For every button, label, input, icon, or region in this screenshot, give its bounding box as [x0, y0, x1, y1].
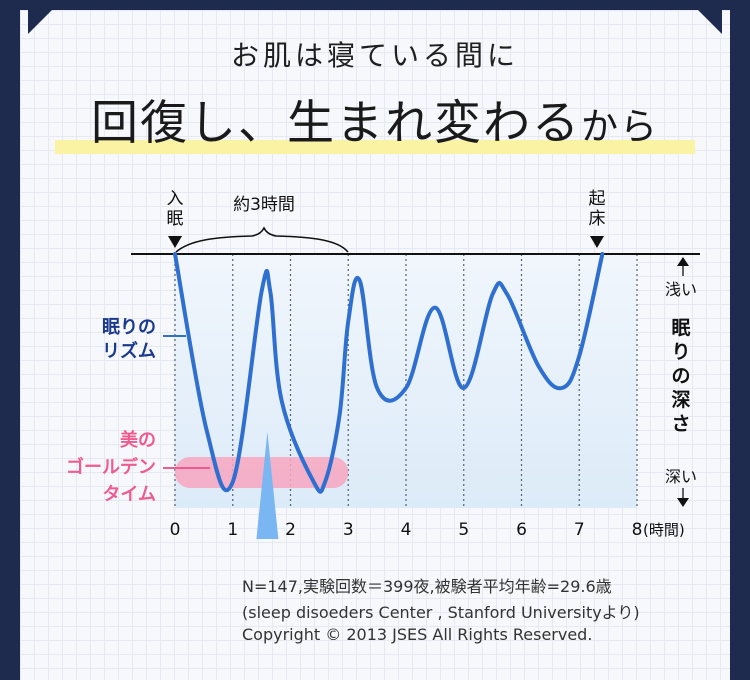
shallow-arrow-icon — [677, 257, 689, 266]
depth-label-char: 深 — [671, 388, 690, 411]
sleep-onset-label-2: 眠 — [167, 209, 184, 229]
wake-label-1: 起 — [589, 189, 606, 209]
depth-label-char: さ — [671, 413, 690, 435]
golden-label-line3: タイム — [102, 484, 156, 505]
sleep-rhythm-curve — [173, 252, 605, 494]
about-3h-label: 約3時間 — [233, 195, 295, 215]
x-tick-label: 2 — [285, 520, 296, 540]
page-title-main: 回復し、生まれ変わる — [91, 96, 581, 151]
x-tick-label: 6 — [516, 520, 527, 540]
depth-label-char: 眠 — [671, 317, 690, 339]
x-tick-label: 0 — [170, 520, 181, 540]
x-tick-label: 8 — [632, 520, 643, 540]
note-line-1: N=147,実験回数＝399夜,被験者平均年齢=29.6歳 — [242, 577, 612, 596]
wake-marker — [590, 236, 604, 248]
rhythm-label-line1: 眠りの — [102, 317, 156, 338]
golden-label-line1: 美の — [120, 429, 156, 451]
x-tick-label: 5 — [458, 520, 469, 540]
depth-label-char: の — [671, 365, 690, 387]
x-tick-label: 7 — [574, 520, 585, 540]
headline-highlight — [55, 140, 695, 154]
page-title-small: から — [581, 105, 659, 148]
x-tick-label: 3 — [343, 520, 354, 540]
about-3h-bracket — [175, 226, 349, 253]
page-title: 回復し、生まれ変わるから — [0, 84, 750, 153]
x-tick-label: 1 — [227, 520, 238, 540]
note-line-2: (sleep disoeders Center , Stanford Unive… — [242, 603, 640, 622]
wake-label-2: 床 — [589, 209, 606, 229]
x-unit-label: (時間) — [643, 521, 685, 539]
rhythm-label-line2: リズム — [102, 340, 156, 362]
x-tick-label: 4 — [401, 520, 412, 540]
deep-arrow-icon — [677, 498, 689, 507]
shallow-label: 浅い — [665, 280, 697, 299]
golden-label-line2: ゴールデン — [66, 456, 156, 478]
page-subtitle: お肌は寝ている間に — [230, 39, 519, 72]
golden-time-band — [175, 457, 349, 488]
deep-label: 深い — [665, 467, 697, 486]
corner-notch-left — [28, 10, 52, 34]
x-tick-labels: 0 1 2 3 4 5 6 7 8 (時間) — [170, 520, 685, 540]
sleep-onset-marker — [168, 236, 182, 248]
corner-notch-right — [698, 10, 722, 34]
golden-time-pointer — [256, 432, 279, 539]
sleep-onset-label-1: 入 — [167, 189, 184, 209]
note-line-3: Copyright © 2013 JSES All Rights Reserve… — [242, 625, 593, 644]
depth-label-char: り — [671, 341, 690, 363]
